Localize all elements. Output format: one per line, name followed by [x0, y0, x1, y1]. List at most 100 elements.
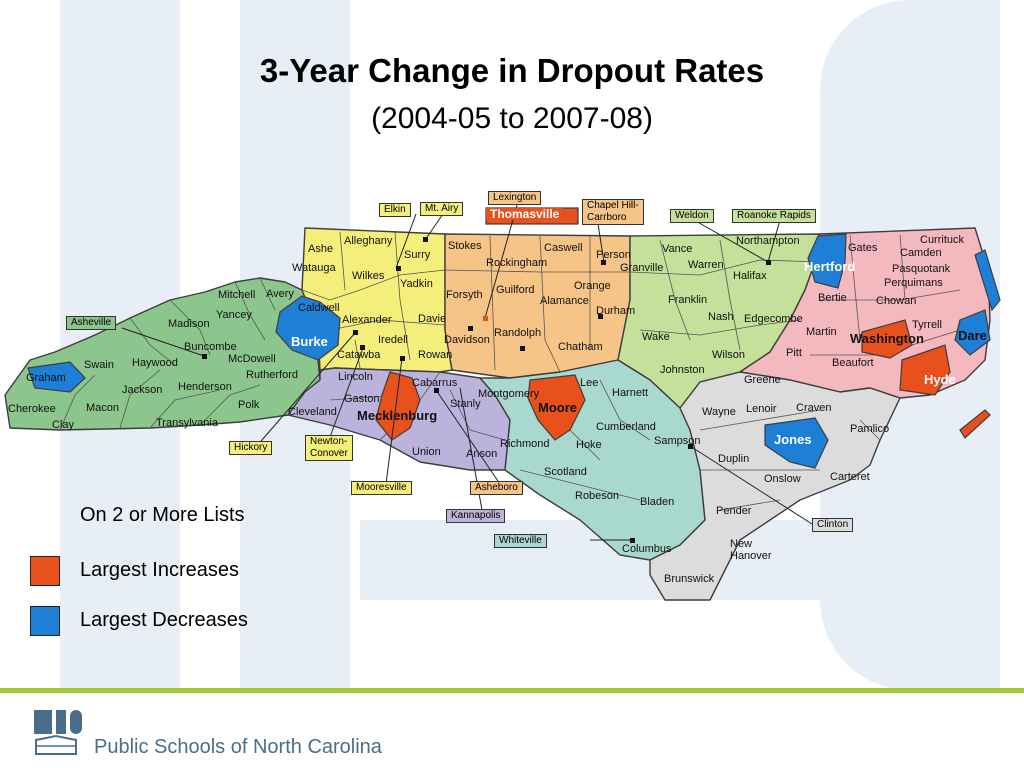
label-madison: Madison [168, 318, 210, 330]
county-graham-decrease [27, 361, 86, 393]
label-davie: Davie [418, 313, 446, 325]
label-henderson: Henderson [178, 381, 232, 393]
label-richmond: Richmond [500, 438, 550, 450]
label-dare: Dare [958, 328, 987, 343]
label-tyrrell: Tyrrell [912, 319, 942, 331]
label-cleveland: Cleveland [288, 406, 337, 418]
label-cumberland: Cumberland [596, 421, 656, 433]
nc-schools-logo-icon [34, 710, 82, 755]
label-wake: Wake [642, 331, 670, 343]
label-wayne: Wayne [702, 406, 736, 418]
region-southeast [649, 371, 901, 601]
county-dare-strip-decrease [974, 249, 1001, 312]
label-person: Person [596, 249, 631, 261]
label-davidson: Davidson [444, 334, 490, 346]
label-stanly: Stanly [450, 398, 481, 410]
label-johnston: Johnston [660, 364, 705, 376]
label-new: New [730, 538, 752, 550]
label-camden: Camden [900, 247, 942, 259]
label-scotland: Scotland [544, 466, 587, 478]
label-gates: Gates [848, 242, 878, 254]
nc-county-map: Cherokee Clay Graham Swain Macon Jackson… [4, 201, 1001, 601]
callout-newton-line1: Newton- [310, 436, 348, 447]
county-burke-decrease [275, 295, 341, 361]
callout-mooresville: Mooresville [351, 481, 412, 495]
page-title: 3-Year Change in Dropout Rates [259, 52, 765, 89]
label-yadkin: Yadkin [400, 278, 433, 290]
label-catawba: Catawba [337, 349, 381, 361]
label-jackson: Jackson [122, 384, 162, 396]
label-carteret: Carteret [830, 471, 870, 483]
label-wilkes: Wilkes [352, 270, 385, 282]
label-caldwell: Caldwell [298, 302, 340, 314]
label-vance: Vance [662, 243, 692, 255]
label-lincoln: Lincoln [338, 371, 373, 383]
label-brunswick: Brunswick [664, 573, 715, 585]
label-chowan: Chowan [876, 295, 916, 307]
label-wilson: Wilson [712, 349, 745, 361]
label-montgomery: Montgomery [478, 388, 540, 400]
label-robeson: Robeson [575, 490, 619, 502]
label-greene: Greene [744, 374, 781, 386]
label-alexander: Alexander [342, 314, 392, 326]
label-anson: Anson [466, 448, 497, 460]
label-duplin: Duplin [718, 453, 749, 465]
label-orange: Orange [574, 280, 611, 292]
callout-leaders [121, 201, 813, 541]
label-pamlico: Pamlico [850, 423, 889, 435]
label-granville: Granville [620, 262, 663, 274]
label-moore: Moore [538, 400, 577, 415]
label-northampton: Northampton [736, 235, 800, 247]
county-dare-decrease [954, 309, 991, 356]
label-swain: Swain [84, 359, 114, 371]
label-perquimans: Perquimans [884, 277, 943, 289]
label-alleghany: Alleghany [344, 235, 393, 247]
footer-organization: Public Schools of North Carolina [94, 736, 382, 758]
county-jones-decrease [764, 417, 829, 469]
callout-clinton: Clinton [812, 518, 854, 532]
label-burke: Burke [291, 334, 328, 349]
label-watauga: Watauga [292, 262, 337, 274]
label-haywood: Haywood [132, 357, 178, 369]
label-alamance: Alamance [540, 295, 589, 307]
label-durham: Durham [596, 305, 635, 317]
legend-label-decreases: Largest Decreases [80, 609, 248, 631]
label-cherokee: Cherokee [8, 403, 56, 415]
label-edgecombe: Edgecombe [744, 313, 803, 325]
label-macon: Macon [86, 402, 119, 414]
label-bladen: Bladen [640, 496, 674, 508]
callout-chapel-hill-line2: Carrboro [587, 212, 627, 223]
page-subtitle: (2004-05 to 2007-08) [371, 102, 653, 135]
callout-asheville: Asheville [66, 316, 117, 330]
label-pasquotank: Pasquotank [892, 263, 951, 275]
label-buncombe: Buncombe [184, 341, 237, 353]
label-pitt: Pitt [786, 347, 802, 359]
label-cabarrus: Cabarrus [412, 377, 458, 389]
city-markers [202, 237, 771, 543]
label-mcdowell: McDowell [228, 353, 276, 365]
label-lee: Lee [580, 377, 598, 389]
label-hoke: Hoke [576, 439, 602, 451]
label-iredell: Iredell [378, 334, 408, 346]
label-sampson: Sampson [654, 435, 700, 447]
label-washington: Washington [850, 331, 924, 346]
label-currituck: Currituck [920, 234, 965, 246]
callout-roanoke-rapids: Roanoke Rapids [732, 209, 816, 223]
county-labels: Cherokee Clay Graham Swain Macon Jackson… [8, 234, 987, 585]
label-rowan: Rowan [418, 349, 452, 361]
legend-title: On 2 or More Lists [80, 504, 245, 526]
label-rutherford: Rutherford [246, 369, 298, 381]
label-hyde: Hyde [924, 372, 956, 387]
county-mecklenburg-increase [375, 371, 421, 441]
county-boundaries [59, 231, 961, 511]
label-columbus: Columbus [622, 543, 672, 555]
label-chatham: Chatham [558, 341, 603, 353]
label-ashe: Ashe [308, 243, 333, 255]
callout-weldon: Weldon [670, 209, 714, 223]
label-yancey: Yancey [216, 309, 252, 321]
label-union: Union [412, 446, 441, 458]
label-pender: Pender [716, 505, 752, 517]
callout-chapel-hill-line1: Chapel Hill- [587, 200, 639, 211]
legend-swatch-decreases [30, 606, 60, 636]
label-avery: Avery [266, 288, 294, 300]
